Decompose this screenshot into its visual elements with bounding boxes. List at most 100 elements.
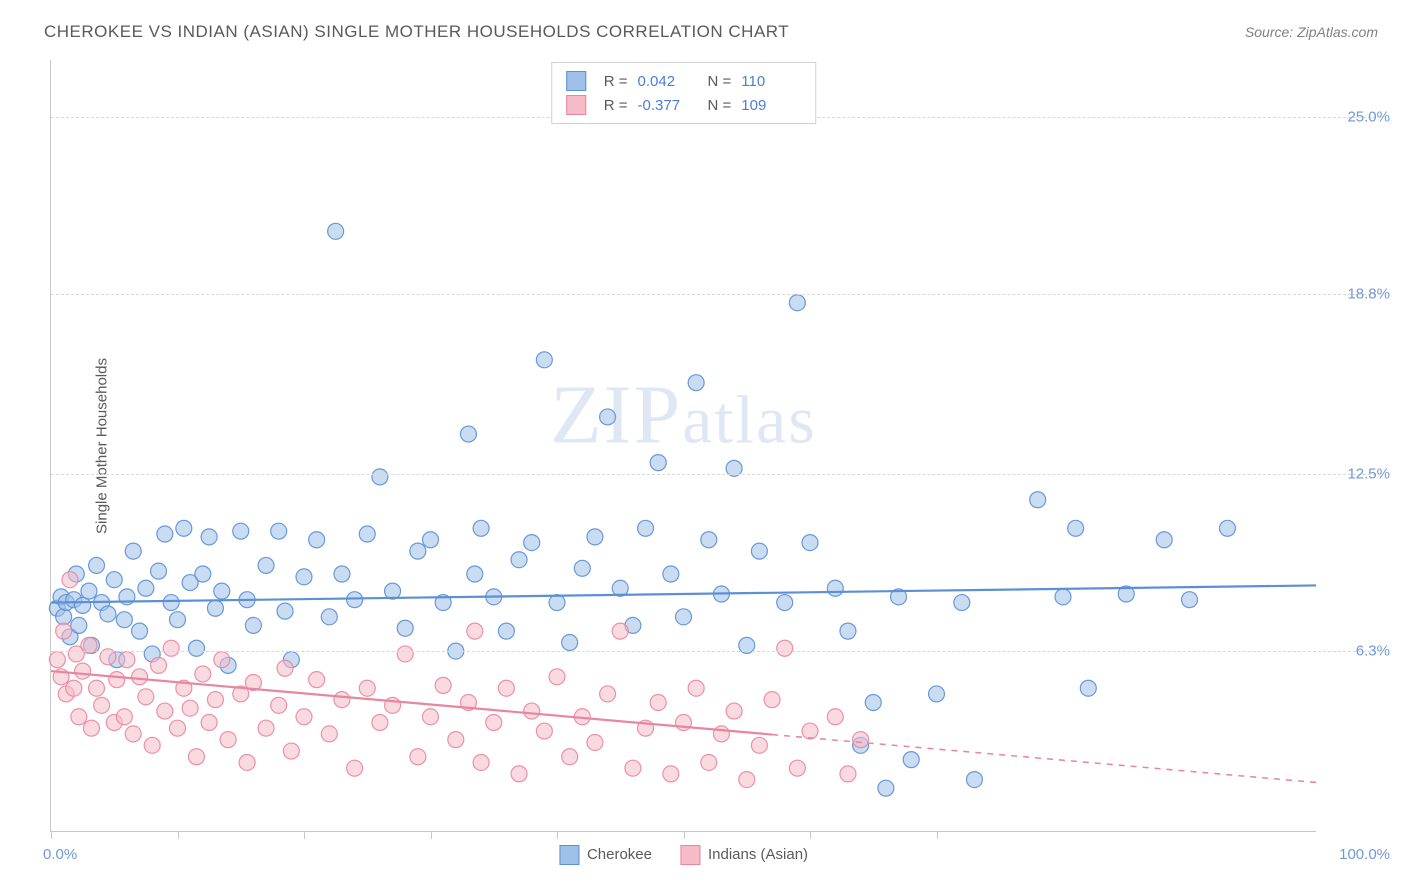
n-value-cherokee: 110 (741, 73, 801, 90)
data-point (214, 652, 230, 668)
data-point (66, 680, 82, 696)
n-label: N = (708, 73, 732, 90)
series-legend: Cherokee Indians (Asian) (559, 845, 808, 865)
data-point (201, 714, 217, 730)
data-point (176, 520, 192, 536)
data-point (625, 760, 641, 776)
data-point (498, 680, 514, 696)
data-point (524, 535, 540, 551)
data-point (511, 766, 527, 782)
data-point (201, 529, 217, 545)
data-point (207, 600, 223, 616)
data-point (460, 426, 476, 442)
source-credit: Source: ZipAtlas.com (1245, 24, 1378, 40)
data-point (840, 766, 856, 782)
data-point (688, 680, 704, 696)
data-point (220, 732, 236, 748)
legend-item-cherokee: Cherokee (559, 845, 652, 865)
data-point (726, 703, 742, 719)
y-tick-label: 6.3% (1356, 643, 1390, 660)
data-point (688, 375, 704, 391)
source-prefix: Source: (1245, 24, 1297, 40)
data-point (473, 754, 489, 770)
data-point (334, 692, 350, 708)
data-point (865, 695, 881, 711)
data-point (372, 469, 388, 485)
data-point (151, 563, 167, 579)
data-point (214, 583, 230, 599)
data-point (549, 595, 565, 611)
data-point (49, 652, 65, 668)
data-point (448, 732, 464, 748)
y-tick-label: 25.0% (1347, 109, 1390, 126)
data-point (587, 529, 603, 545)
chart-plot-area: ZIPatlas R = 0.042 N = 110 R = -0.377 N … (50, 60, 1316, 832)
data-point (271, 697, 287, 713)
gridline (51, 294, 1376, 295)
data-point (321, 609, 337, 625)
data-point (83, 720, 99, 736)
data-point (163, 595, 179, 611)
data-point (827, 580, 843, 596)
data-point (600, 686, 616, 702)
legend-row-indians: R = -0.377 N = 109 (566, 93, 802, 117)
data-point (827, 709, 843, 725)
swatch-indians-icon (680, 845, 700, 865)
data-point (245, 617, 261, 633)
data-point (94, 697, 110, 713)
data-point (1156, 532, 1172, 548)
r-label: R = (604, 73, 628, 90)
data-point (410, 749, 426, 765)
data-point (157, 526, 173, 542)
swatch-cherokee (566, 71, 586, 91)
legend-label-indians: Indians (Asian) (708, 846, 808, 863)
data-point (100, 606, 116, 622)
data-point (138, 689, 154, 705)
data-point (75, 597, 91, 613)
data-point (119, 652, 135, 668)
data-point (207, 692, 223, 708)
data-point (89, 557, 105, 573)
data-point (56, 609, 72, 625)
data-point (116, 709, 132, 725)
data-point (233, 523, 249, 539)
data-point (283, 743, 299, 759)
data-point (296, 569, 312, 585)
data-point (650, 455, 666, 471)
x-tick (937, 831, 938, 839)
data-point (144, 737, 160, 753)
r-label: R = (604, 97, 628, 114)
data-point (81, 583, 97, 599)
data-point (397, 646, 413, 662)
data-point (751, 543, 767, 559)
data-point (71, 617, 87, 633)
data-point (71, 709, 87, 725)
x-tick (557, 831, 558, 839)
data-point (385, 583, 401, 599)
data-point (903, 752, 919, 768)
x-tick (51, 831, 52, 839)
data-point (511, 552, 527, 568)
correlation-legend: R = 0.042 N = 110 R = -0.377 N = 109 (551, 62, 817, 124)
data-point (638, 520, 654, 536)
n-label: N = (708, 97, 732, 114)
data-point (524, 703, 540, 719)
data-point (739, 772, 755, 788)
data-point (498, 623, 514, 639)
data-point (359, 680, 375, 696)
data-point (347, 760, 363, 776)
data-point (106, 572, 122, 588)
data-point (195, 566, 211, 582)
data-point (423, 532, 439, 548)
x-tick (178, 831, 179, 839)
data-point (1068, 520, 1084, 536)
data-point (562, 635, 578, 651)
data-point (536, 723, 552, 739)
data-point (132, 623, 148, 639)
data-point (188, 640, 204, 656)
data-point (163, 640, 179, 656)
data-point (410, 543, 426, 559)
data-point (397, 620, 413, 636)
x-tick (684, 831, 685, 839)
data-point (1030, 492, 1046, 508)
